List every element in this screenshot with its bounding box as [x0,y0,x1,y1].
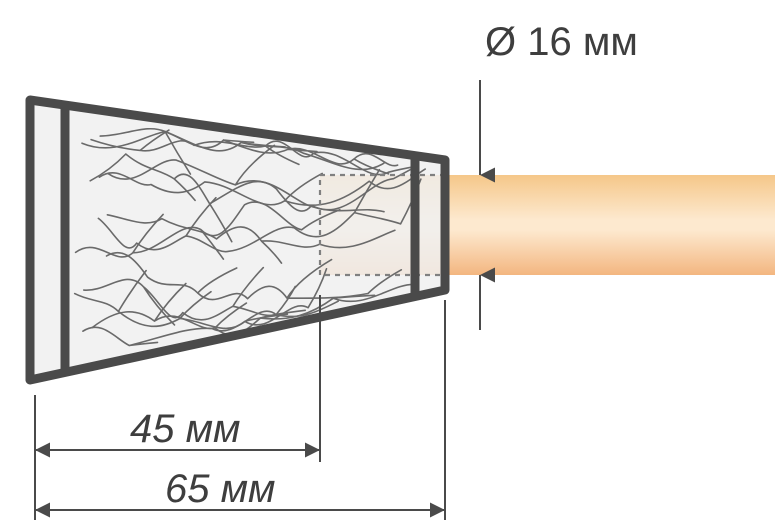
dimension-65: 65 мм [35,467,445,511]
dimension-45-label: 45 мм [130,407,240,451]
dimension-diameter-label: Ø 16 мм [485,20,638,64]
dimension-diagram: Ø 16 мм 45 мм 65 мм [0,0,775,532]
dimension-45: 45 мм [35,407,320,451]
dimension-65-label: 65 мм [165,467,275,511]
